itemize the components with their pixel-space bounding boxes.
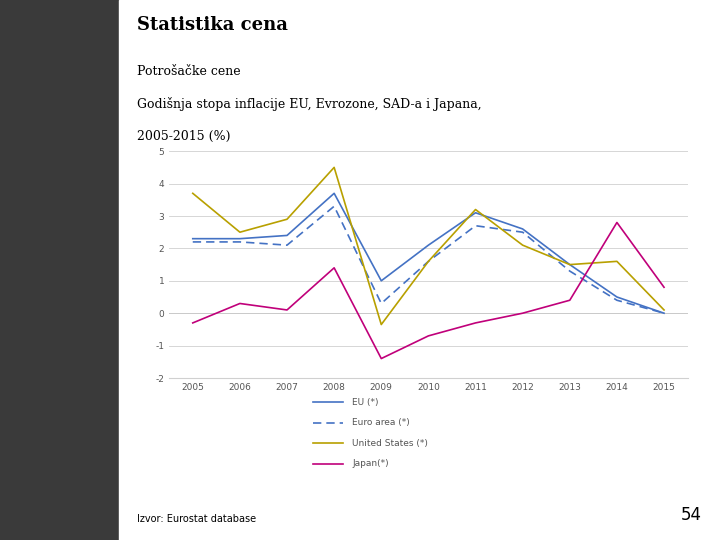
Text: EU (*): EU (*) [352, 398, 379, 407]
Text: United States (*): United States (*) [352, 439, 428, 448]
Text: Statistika cena: Statistika cena [137, 16, 288, 34]
Text: Godišnja stopa inflacije EU, Evrozone, SAD-a i Japana,: Godišnja stopa inflacije EU, Evrozone, S… [137, 97, 482, 111]
Text: Euro area (*): Euro area (*) [352, 418, 410, 427]
Text: Izvor: Eurostat database: Izvor: Eurostat database [137, 514, 256, 524]
Text: Potrošačke cene: Potrošačke cene [137, 65, 240, 78]
Text: 2005-2015 (%): 2005-2015 (%) [137, 130, 230, 143]
Text: 54: 54 [681, 506, 702, 524]
Text: Japan(*): Japan(*) [352, 460, 389, 468]
